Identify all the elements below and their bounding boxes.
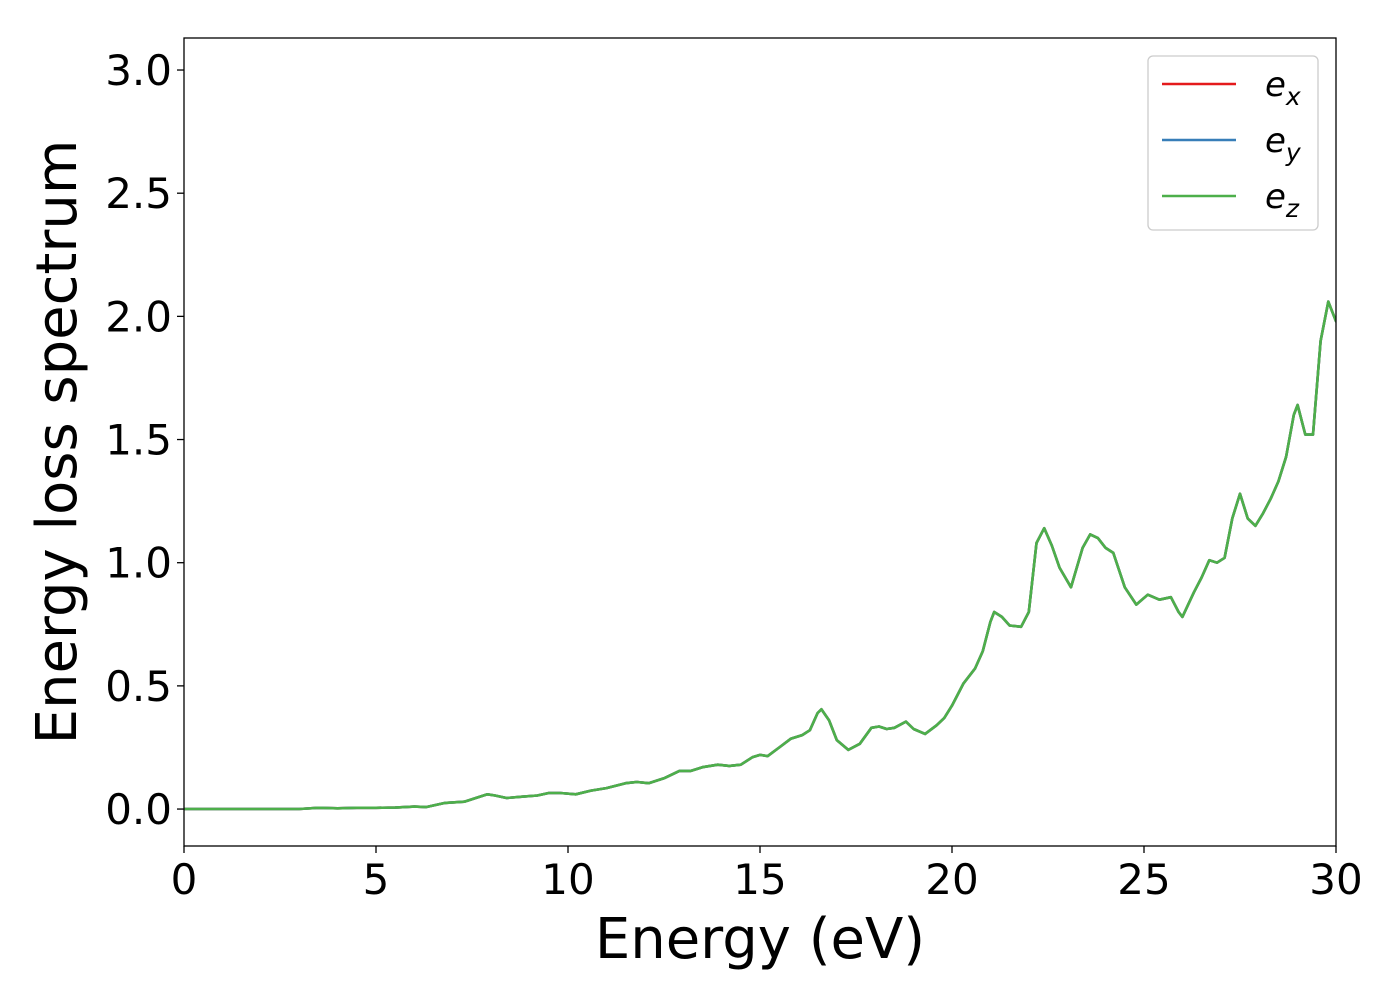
- series-line-ez: [184, 300, 1336, 811]
- legend-label-ex: ex: [1265, 65, 1301, 111]
- y-axis: 0.0 0.5 1.0 1.5 2.0 2.5 3.0: [105, 46, 184, 834]
- x-tick-label: 10: [541, 855, 594, 904]
- x-axis-label: Energy (eV): [595, 907, 925, 972]
- x-tick-label: 30: [1309, 855, 1362, 904]
- legend-label-ey: ey: [1265, 121, 1302, 167]
- legend-subscript: y: [1285, 138, 1302, 167]
- y-tick-label: 2.0: [105, 292, 172, 341]
- legend-label-ez: ez: [1265, 177, 1300, 223]
- legend-symbol: e: [1265, 121, 1286, 161]
- legend-box: [1147, 55, 1319, 231]
- y-tick-label: 1.5: [105, 416, 172, 465]
- x-tick-label: 20: [925, 855, 978, 904]
- legend-symbol: e: [1265, 65, 1286, 105]
- y-axis-label: Energy loss spectrum: [25, 140, 90, 745]
- x-tick-label: 15: [733, 855, 786, 904]
- legend-symbol: e: [1265, 177, 1286, 217]
- x-tick-label: 25: [1117, 855, 1170, 904]
- series-layer: [184, 300, 1336, 811]
- x-tick-label: 0: [171, 855, 198, 904]
- y-tick-label: 1.0: [105, 539, 172, 588]
- legend-subscript: z: [1285, 194, 1300, 223]
- y-tick-label: 0.0: [105, 785, 172, 834]
- legend-subscript: x: [1285, 82, 1301, 111]
- y-tick-label: 0.5: [105, 662, 172, 711]
- y-tick-label: 2.5: [105, 169, 172, 218]
- y-tick-label: 3.0: [105, 46, 172, 95]
- x-tick-label: 5: [363, 855, 390, 904]
- x-axis: 0 5 10 15 20 25 30: [171, 846, 1363, 904]
